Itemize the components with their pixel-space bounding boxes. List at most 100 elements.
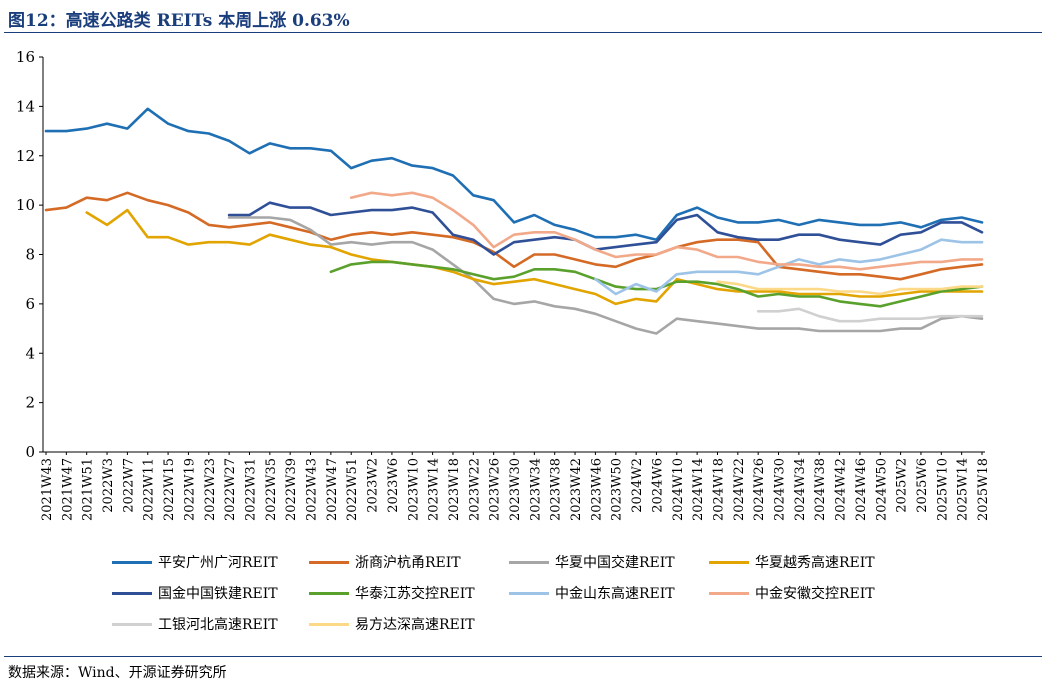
x-tick-label: 2024W18 xyxy=(711,458,726,521)
x-tick-label: 2022W19 xyxy=(182,458,197,521)
x-tick-label: 2024W42 xyxy=(834,458,849,521)
x-tick-label: 2025W14 xyxy=(956,458,971,521)
legend-label: 平安广州广河REIT xyxy=(158,555,278,571)
legend-label: 浙商沪杭甬REIT xyxy=(355,555,461,571)
legend-swatch xyxy=(112,560,152,564)
series-line-0 xyxy=(44,107,984,241)
x-tick-label: 2022W47 xyxy=(325,458,340,521)
legend-label: 中金山东高速REIT xyxy=(555,586,675,602)
legend-label: 易方达深高速REIT xyxy=(355,617,475,633)
legend-item: 华夏越秀高速REIT xyxy=(709,552,875,572)
x-tick-label: 2021W51 xyxy=(81,458,96,521)
x-tick-label: 2022W15 xyxy=(162,458,177,521)
legend-swatch xyxy=(309,622,349,626)
x-tick-label: 2022W35 xyxy=(264,458,279,521)
legend-item: 易方达深高速REIT xyxy=(309,614,475,634)
x-tick-label: 2023W18 xyxy=(447,458,462,521)
x-tick-label: 2023W38 xyxy=(549,458,564,521)
x-tick-label: 2025W6 xyxy=(915,458,930,513)
x-tick-label: 2023W42 xyxy=(569,458,584,521)
x-tick-label: 2023W50 xyxy=(610,458,625,521)
legend-swatch xyxy=(509,591,549,595)
x-tick-label: 2024W50 xyxy=(874,458,889,521)
y-tick-label: 2 xyxy=(25,394,35,412)
x-tick-label: 2024W30 xyxy=(773,458,788,521)
legend-label: 中金安徽交控REIT xyxy=(755,586,875,602)
x-tick-label: 2022W39 xyxy=(284,458,299,521)
y-tick-label: 6 xyxy=(25,295,35,313)
source-note: 数据来源：Wind、开源证券研究所 xyxy=(8,665,227,681)
x-tick-label: 2023W30 xyxy=(508,458,523,521)
legend-label: 华泰江苏交控REIT xyxy=(355,586,475,602)
x-tick-label: 2023W2 xyxy=(366,458,381,513)
legend-item: 工银河北高速REIT xyxy=(112,614,278,634)
x-tick-label: 2023W14 xyxy=(427,458,442,521)
x-tick-label: 2022W27 xyxy=(223,458,238,521)
legend-label: 华夏中国交建REIT xyxy=(555,555,675,571)
line-chart: 0 2 4 6 8 10 12 14 16 2021W43 2021W47 2021W51 2022W3… xyxy=(16,48,991,521)
x-tick-label: 2023W6 xyxy=(386,458,401,513)
x-tick-label: 2023W26 xyxy=(488,458,503,521)
y-tick-label: 0 xyxy=(25,443,35,461)
x-tick-label: 2024W10 xyxy=(671,458,686,521)
title-divider xyxy=(4,32,1042,33)
x-tick-label: 2024W34 xyxy=(793,458,808,521)
x-tick-label: 2021W43 xyxy=(40,458,55,521)
legend-item: 平安广州广河REIT xyxy=(112,552,278,572)
x-tick-label: 2022W43 xyxy=(305,458,320,521)
legend-item: 华夏中国交建REIT xyxy=(509,552,675,572)
x-tick-label: 2025W18 xyxy=(976,458,991,521)
x-tick-label: 2025W10 xyxy=(935,458,950,521)
legend-swatch xyxy=(112,622,152,626)
y-tick-label: 12 xyxy=(16,147,35,165)
x-tick-label: 2024W46 xyxy=(854,458,869,521)
x-tick-label: 2024W6 xyxy=(650,458,665,513)
legend-item: 浙商沪杭甬REIT xyxy=(309,552,461,572)
x-tick-label: 2023W34 xyxy=(528,458,543,521)
legend-swatch xyxy=(309,560,349,564)
legend-item: 中金安徽交控REIT xyxy=(709,583,875,603)
series-line-5 xyxy=(329,260,984,308)
series-line-1 xyxy=(44,191,984,281)
x-tick-label: 2022W31 xyxy=(243,458,258,521)
x-tick-label: 2022W3 xyxy=(101,458,116,513)
legend-swatch xyxy=(709,560,749,564)
x-tick-label: 2022W51 xyxy=(345,458,360,521)
series-line-4 xyxy=(227,201,984,256)
x-tick-label: 2023W10 xyxy=(406,458,421,521)
series-line-3 xyxy=(85,208,984,306)
legend-item: 中金山东高速REIT xyxy=(509,583,675,603)
x-tick-label: 2024W14 xyxy=(691,458,706,521)
legend-swatch xyxy=(112,591,152,595)
x-tick-label: 2024W22 xyxy=(732,458,747,521)
y-tick-label: 8 xyxy=(25,246,35,264)
y-tick-label: 14 xyxy=(16,97,35,115)
x-tick-label: 2024W38 xyxy=(813,458,828,521)
y-tick-label: 10 xyxy=(16,196,35,214)
source-divider xyxy=(4,656,1042,657)
legend-swatch xyxy=(709,591,749,595)
x-tick-label: 2023W22 xyxy=(467,458,482,521)
x-tick-label: 2024W2 xyxy=(630,458,645,513)
series-line-8 xyxy=(756,307,984,323)
legend-label: 工银河北高速REIT xyxy=(158,617,278,633)
x-tick-label: 2022W23 xyxy=(203,458,218,521)
legend-label: 国金中国铁建REIT xyxy=(158,586,278,602)
series-line-9 xyxy=(716,280,984,296)
series-line-7 xyxy=(349,191,984,271)
x-tick-label: 2021W47 xyxy=(60,458,75,521)
figure-title: 图12：高速公路类 REITs 本周上涨 0.63% xyxy=(8,11,350,31)
y-tick-label: 4 xyxy=(25,344,35,362)
x-tick-label: 2023W46 xyxy=(589,458,604,521)
series-line-2 xyxy=(227,216,984,335)
x-tick-label: 2022W11 xyxy=(142,458,157,521)
y-tick-label: 16 xyxy=(16,48,35,66)
legend-label: 华夏越秀高速REIT xyxy=(755,555,875,571)
legend-swatch xyxy=(509,560,549,564)
legend-item: 国金中国铁建REIT xyxy=(112,583,278,603)
x-tick-label: 2025W2 xyxy=(895,458,910,513)
legend-swatch xyxy=(309,591,349,595)
x-tick-label: 2022W7 xyxy=(121,458,136,513)
legend-item: 华泰江苏交控REIT xyxy=(309,583,475,603)
x-tick-label: 2024W26 xyxy=(752,458,767,521)
